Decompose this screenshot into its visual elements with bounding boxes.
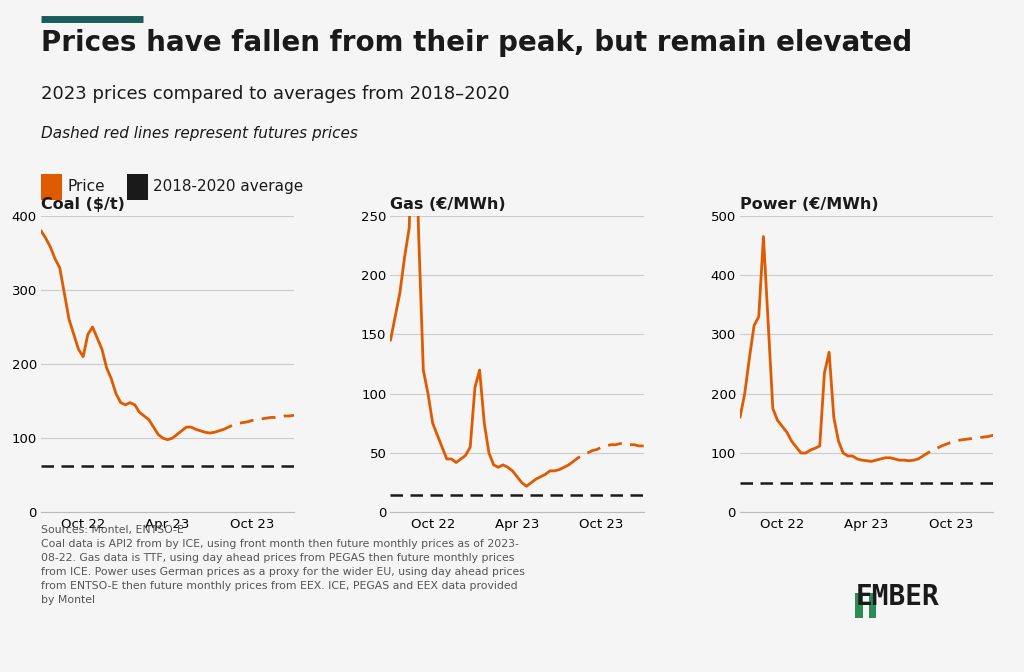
Text: 2018-2020 average: 2018-2020 average <box>154 179 303 194</box>
Text: Power (€/MWh): Power (€/MWh) <box>740 197 879 212</box>
Bar <box>855 593 863 618</box>
Bar <box>868 593 877 618</box>
Text: EMBER: EMBER <box>856 583 940 612</box>
Text: Coal ($/t): Coal ($/t) <box>41 197 125 212</box>
Text: Sources: Montel, ENTSO-E
Coal data is API2 from by ICE, using front month then f: Sources: Montel, ENTSO-E Coal data is AP… <box>41 526 525 605</box>
Bar <box>127 174 147 200</box>
Text: 2023 prices compared to averages from 2018–2020: 2023 prices compared to averages from 20… <box>41 85 510 103</box>
Bar <box>41 174 61 200</box>
Text: Gas (€/MWh): Gas (€/MWh) <box>390 197 506 212</box>
Text: Dashed red lines represent futures prices: Dashed red lines represent futures price… <box>41 126 357 141</box>
Text: Prices have fallen from their peak, but remain elevated: Prices have fallen from their peak, but … <box>41 30 912 57</box>
Text: Price: Price <box>68 179 105 194</box>
